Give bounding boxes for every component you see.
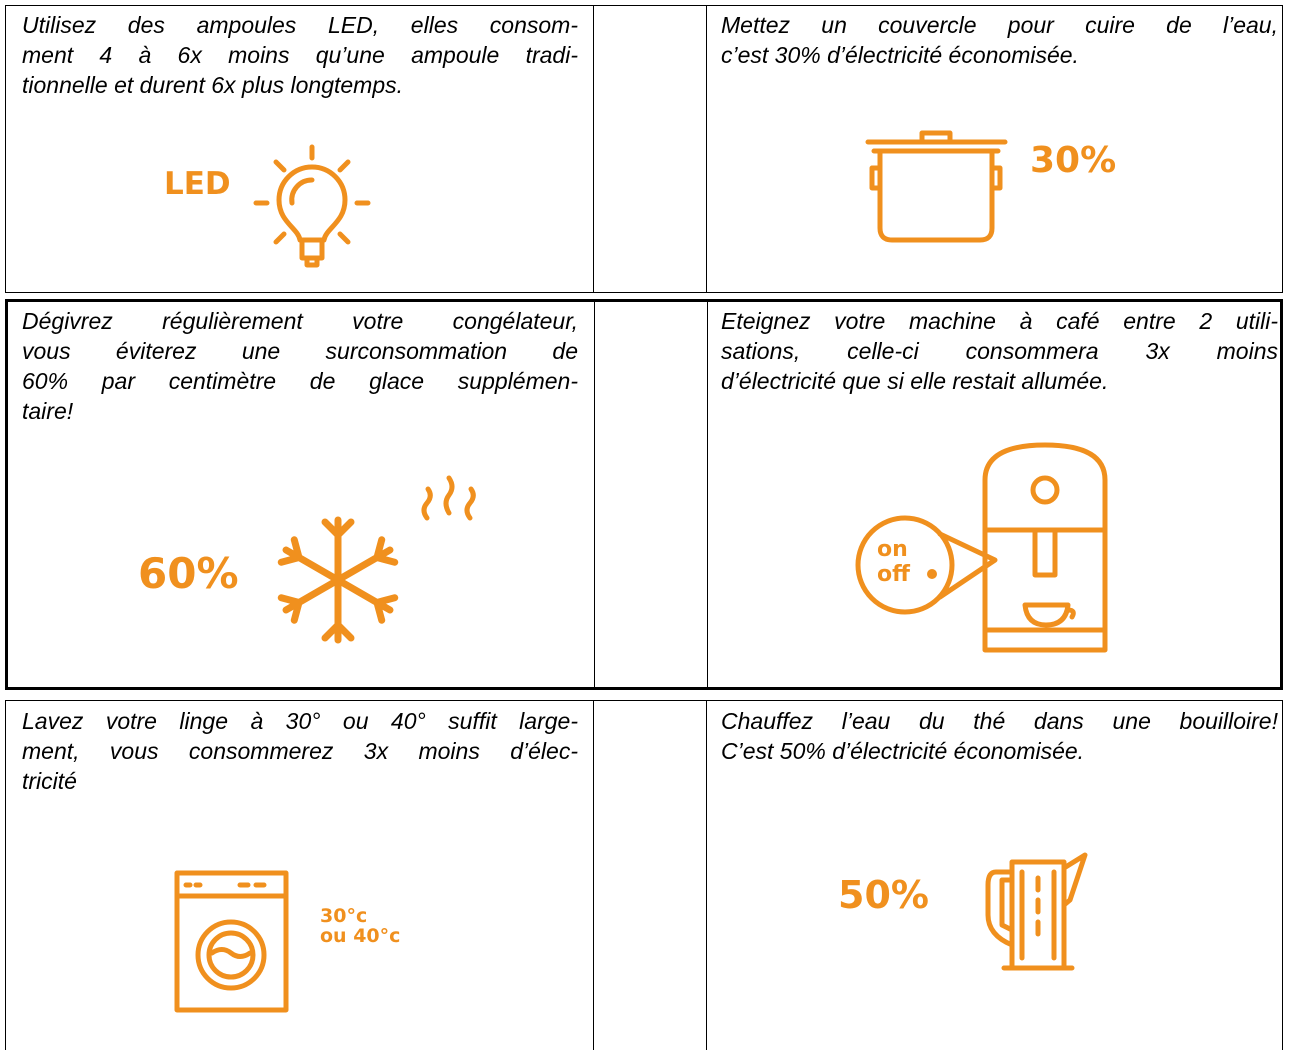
bulb-icon	[253, 144, 371, 268]
text-line: Mettez un couvercle pour cuire de l’eau,	[721, 12, 1278, 38]
washer-icon	[174, 870, 289, 1013]
icon-label: 30°c	[320, 905, 367, 927]
icon-label: 30%	[1030, 140, 1116, 181]
text-line: 60% par centimètre de glace supplémen-	[22, 368, 578, 394]
text-line: ment 4 à 6x moins qu’une ampoule tradi-	[22, 42, 578, 68]
text-line: Eteignez votre machine à café entre 2 ut…	[721, 308, 1278, 334]
text-line: Dégivrez régulièrement votre congélateur…	[22, 308, 578, 334]
table-1	[5, 5, 1283, 293]
text-line: Chauffez l’eau du thé dans une bouilloir…	[721, 708, 1278, 734]
kettle-icon	[985, 852, 1088, 971]
col-line	[706, 6, 707, 292]
tip-text: Mettez un couvercle pour cuire de l’eau,…	[721, 10, 1278, 70]
text-line: tricité	[22, 768, 77, 794]
tip-text: Eteignez votre machine à café entre 2 ut…	[721, 306, 1278, 396]
icon-label: 60%	[138, 549, 239, 598]
pot-icon	[865, 130, 1008, 243]
tip-text: Utilisez des ampoules LED, elles consom-…	[22, 10, 578, 100]
col-line	[707, 302, 708, 687]
text-line: Lavez votre linge à 30° ou 40° suffit la…	[22, 708, 578, 734]
col-line	[593, 6, 594, 292]
table-2	[5, 299, 1283, 690]
text-line: sations, celle-ci consommera 3x moins	[721, 338, 1278, 364]
col-line	[706, 701, 707, 1050]
col-line	[594, 302, 595, 687]
tip-text: Dégivrez régulièrement votre congélateur…	[22, 306, 578, 426]
col-line	[593, 701, 594, 1050]
text-line: Utilisez des ampoules LED, elles consom-	[22, 12, 578, 38]
icon-label: ou 40°c	[320, 925, 400, 947]
table-3	[5, 700, 1283, 1050]
text-line: d’électricité que si elle restait allumé…	[721, 368, 1109, 394]
tip-text: Lavez votre linge à 30° ou 40° suffit la…	[22, 706, 578, 796]
coffee-icon	[855, 442, 1108, 653]
icon-label: off	[877, 562, 911, 587]
icon-label: on	[877, 537, 908, 562]
text-line: C’est 50% d’électricité économisée.	[721, 738, 1085, 764]
text-line: c’est 30% d’électricité économisée.	[721, 42, 1079, 68]
icon-label: 50%	[838, 873, 929, 917]
dot	[927, 569, 937, 579]
text-line: tionnelle et durent 6x plus longtemps.	[22, 72, 404, 98]
snowflake-icon	[277, 516, 399, 644]
icon-label: LED	[164, 166, 231, 202]
text-line: vous éviterez une surconsommation de	[22, 338, 578, 364]
tip-text: Chauffez l’eau du thé dans une bouilloir…	[721, 706, 1278, 766]
text-line: ment, vous consommerez 3x moins d’élec-	[22, 738, 578, 764]
text-line: taire!	[22, 398, 74, 424]
steam-icon	[421, 475, 476, 521]
